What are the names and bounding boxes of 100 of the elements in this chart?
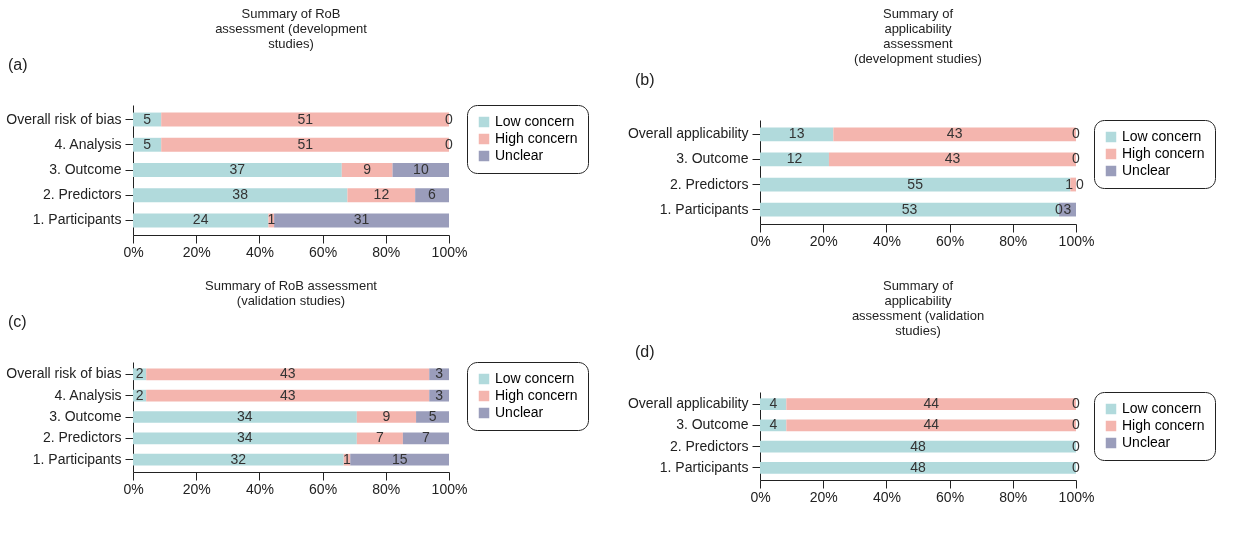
annotation: 0 xyxy=(1072,125,1081,142)
x-tick-label: 40% xyxy=(872,232,901,249)
annotation: 0 xyxy=(445,110,454,127)
annotation: 51 xyxy=(297,110,314,127)
legend-label: High concern xyxy=(1122,145,1205,161)
annotation: 6 xyxy=(428,186,437,203)
y-tick-label: 4. Analysis xyxy=(54,386,122,403)
bar xyxy=(133,163,342,177)
annotation: 0 xyxy=(445,135,454,152)
annotation: 15 xyxy=(391,450,408,467)
annotation: 13 xyxy=(788,125,805,142)
annotation: 34 xyxy=(237,408,253,424)
x-tick-label: 80% xyxy=(372,243,401,260)
y-tick-label: 2. Predictors xyxy=(42,186,122,203)
chart-title: Summary of applicability assessment (development studies) xyxy=(854,6,982,66)
y-tick-label: 4. Analysis xyxy=(54,135,122,152)
x-tick-label: 80% xyxy=(372,480,401,497)
annotation: 48 xyxy=(910,437,926,454)
bar xyxy=(347,188,416,203)
bar xyxy=(133,411,357,423)
bar xyxy=(356,432,403,445)
y-tick-label: 2. Predictors xyxy=(42,429,122,446)
annotation: 0 xyxy=(1072,458,1081,475)
bar xyxy=(146,389,430,402)
chart-title: Summary of RoB assessment (validation studies) xyxy=(205,278,378,308)
annotation: 1 xyxy=(267,211,276,228)
annotation: 38 xyxy=(232,186,249,203)
chart-title: Summary of applicability assessment (validation studies) xyxy=(851,278,985,338)
y-tick-label: 3. Outcome xyxy=(49,161,122,177)
annotation: 3 xyxy=(1063,200,1072,217)
annotation: 5 xyxy=(143,135,152,152)
chart-title: Summary of RoB assessment (development studies) xyxy=(215,6,368,51)
legend-label: Unclear xyxy=(495,147,544,163)
annotation: 34 xyxy=(237,429,253,446)
annotation: 12 xyxy=(373,186,390,203)
y-tick-label: Overall applicability xyxy=(627,395,749,412)
bar xyxy=(356,411,417,423)
annotation: 3 xyxy=(435,386,444,403)
y-tick-label: 2. Predictors xyxy=(669,175,749,192)
legend-label: Low concern xyxy=(1122,400,1202,416)
annotation: 37 xyxy=(229,161,246,177)
annotation: 48 xyxy=(910,458,926,475)
x-tick-label: 80% xyxy=(999,488,1028,505)
annotation: 4 xyxy=(769,395,778,412)
legend-label: Low concern xyxy=(495,370,575,386)
annotation: 2 xyxy=(135,365,144,382)
legend-label: Low concern xyxy=(495,113,575,129)
x-tick-label: 40% xyxy=(245,243,274,260)
y-tick-label: 3. Outcome xyxy=(676,416,749,433)
bar xyxy=(146,368,430,381)
x-tick-label: 100% xyxy=(1058,232,1095,249)
annotation: 0 xyxy=(1072,437,1081,454)
annotation: 32 xyxy=(230,450,247,467)
annotation: 7 xyxy=(375,429,384,446)
bar xyxy=(341,163,393,177)
annotation: 5 xyxy=(428,408,437,424)
text: (b) xyxy=(635,71,655,88)
legend-label: Low concern xyxy=(1122,128,1202,144)
x-tick-label: 60% xyxy=(309,480,338,497)
legend-label: High concern xyxy=(495,130,578,146)
annotation: 31 xyxy=(353,211,370,228)
y-tick-label: 1. Participants xyxy=(32,211,122,228)
bar xyxy=(133,453,344,466)
y-tick-label: 3. Outcome xyxy=(676,150,749,167)
annotation: 43 xyxy=(946,125,963,142)
x-tick-label: 0% xyxy=(750,232,771,249)
legend-label: Unclear xyxy=(1122,434,1171,450)
annotation: 7 xyxy=(422,429,431,446)
annotation: 0 xyxy=(1072,150,1081,167)
annotation: 9 xyxy=(363,161,372,177)
x-tick-label: 60% xyxy=(936,488,965,505)
x-tick-label: 0% xyxy=(123,480,144,497)
legend-label: High concern xyxy=(495,387,578,403)
x-tick-label: 40% xyxy=(245,480,274,497)
legend-label: Unclear xyxy=(495,404,544,420)
x-tick-label: 60% xyxy=(936,232,965,249)
annotation: 44 xyxy=(923,395,940,412)
y-tick-label: 3. Outcome xyxy=(49,408,122,424)
bar xyxy=(133,432,357,445)
annotation: 5 xyxy=(143,110,152,127)
annotation: 24 xyxy=(192,211,209,228)
x-tick-label: 20% xyxy=(809,232,838,249)
annotation: 12 xyxy=(786,150,803,167)
x-tick-label: 100% xyxy=(431,480,468,497)
y-tick-label: 1. Participants xyxy=(32,450,122,467)
text: (c) xyxy=(8,313,27,330)
bar xyxy=(350,453,449,466)
annotation: 44 xyxy=(923,416,940,433)
annotation: 43 xyxy=(280,386,296,403)
annotation: 4 xyxy=(769,416,778,433)
annotation: 53 xyxy=(901,200,918,217)
bar xyxy=(402,432,449,445)
annotation: 51 xyxy=(297,135,314,152)
y-tick-label: 2. Predictors xyxy=(669,437,749,454)
x-tick-label: 0% xyxy=(123,243,144,260)
annotation: 2 xyxy=(135,386,144,403)
bar xyxy=(416,411,449,423)
y-tick-label: 1. Participants xyxy=(659,200,749,217)
x-tick-label: 60% xyxy=(309,243,338,260)
annotation: 1 xyxy=(1065,175,1074,192)
